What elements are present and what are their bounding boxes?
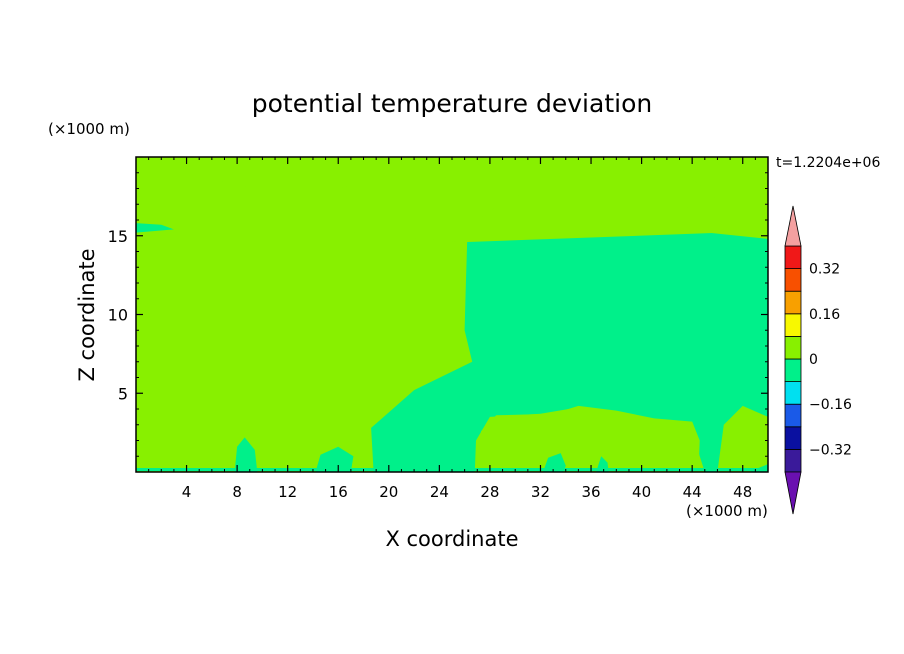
contour-region-6: [234, 437, 258, 472]
colorbar-over-arrow: [784, 205, 802, 247]
x-tick-label: 16: [329, 483, 348, 501]
x-tick-label: 40: [632, 483, 651, 501]
y-tick-label: 10: [108, 306, 128, 325]
x-tick-label: 48: [733, 483, 752, 501]
colorbar-tick-label: 0: [809, 352, 818, 368]
colorbar-tick-label: 0.32: [809, 262, 840, 278]
colorbar-segment: [784, 313, 802, 337]
contour-region-2: [350, 169, 768, 243]
x-tick-label: 8: [232, 483, 242, 501]
colorbar-segment: [784, 358, 802, 383]
colorbar-segment: [784, 381, 802, 405]
x-axis-label: X coordinate: [385, 527, 518, 551]
contour-region-11: [186, 238, 465, 243]
colorbar-segment: [784, 268, 802, 292]
contour-region-5: [717, 405, 768, 472]
contour-region-4: [477, 405, 700, 472]
contour-region-0: [136, 229, 471, 472]
colorbar-segment: [784, 335, 802, 360]
x-tick-label: 28: [480, 483, 499, 501]
colorbar-segment: [784, 448, 802, 473]
colorbar-under-arrow: [784, 471, 802, 515]
contour-region-8: [543, 453, 566, 472]
x-tick-label: 32: [531, 483, 550, 501]
x-tick-label: 36: [581, 483, 600, 501]
contour-region-10: [136, 223, 174, 233]
colorbar-segment: [784, 426, 802, 450]
y-axis-label: Z coordinate: [75, 248, 99, 381]
contour-region-3: [199, 163, 379, 192]
x-unit-label: (×1000 m): [686, 502, 768, 520]
contour-region-7: [315, 446, 354, 472]
colorbar-tick-label: −0.32: [809, 442, 852, 458]
y-unit-label: (×1000 m): [48, 120, 130, 138]
y-tick-label: 15: [108, 227, 128, 246]
colorbar-segment: [784, 290, 802, 315]
x-tick-label: 12: [278, 483, 297, 501]
chart-title: potential temperature deviation: [252, 89, 652, 118]
x-tick-label: 24: [430, 483, 449, 501]
y-tick-label: 5: [118, 384, 128, 403]
x-tick-label: 4: [182, 483, 192, 501]
x-tick-label: 44: [683, 483, 702, 501]
x-tick-label: 20: [379, 483, 398, 501]
colorbar-tick-label: 0.16: [809, 307, 840, 323]
contour-region-1: [371, 231, 768, 472]
colorbar-segment: [784, 245, 802, 270]
time-label: t=1.2204e+06: [776, 155, 880, 171]
colorbar-tick-label: −0.16: [809, 397, 852, 413]
colorbar-segment: [784, 403, 802, 428]
